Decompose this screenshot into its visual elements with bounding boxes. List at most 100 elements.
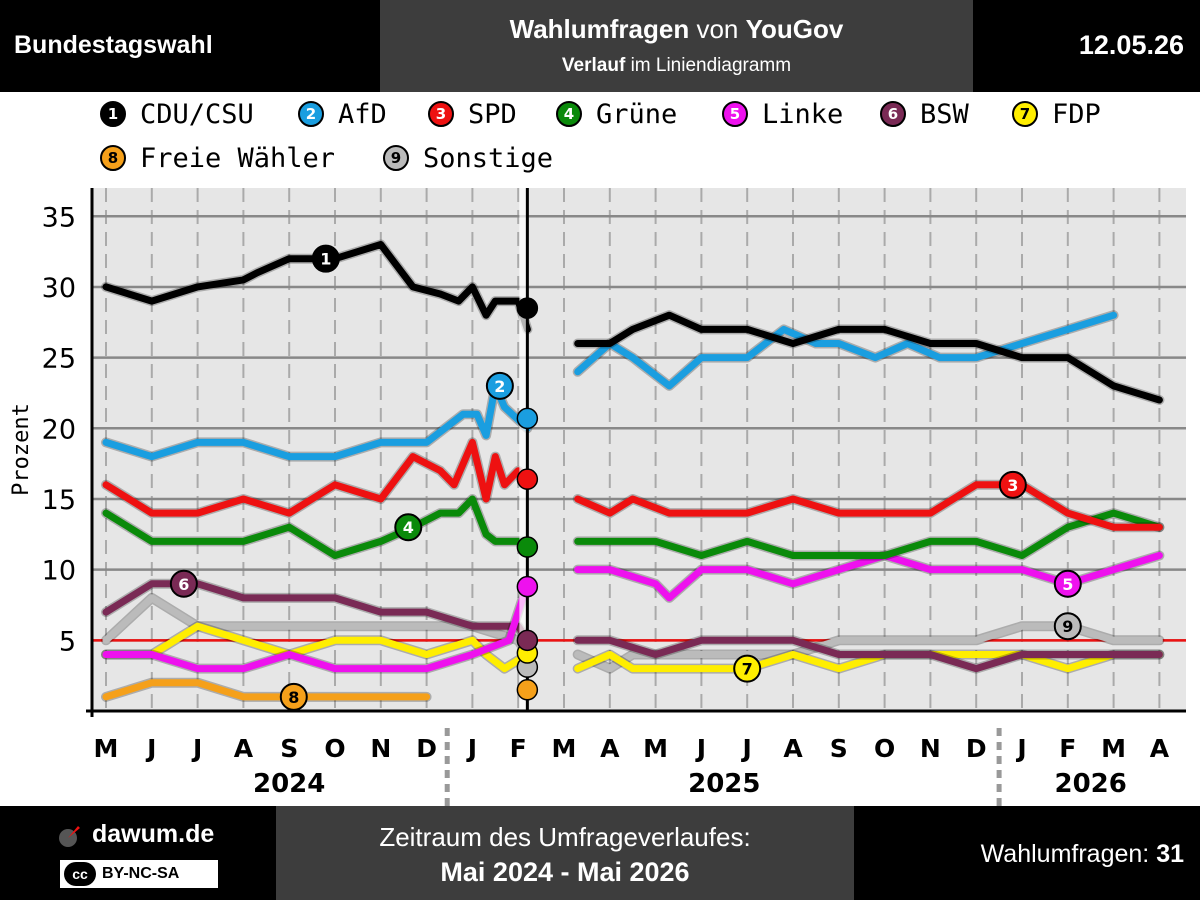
count-label: Wahlumfragen:	[980, 840, 1150, 868]
date-label: 12.05.26	[1078, 30, 1184, 60]
x-tick-label: F	[1059, 734, 1076, 763]
subtitle-strong: Verlauf	[561, 55, 626, 76]
legend-label: FDP	[1052, 98, 1101, 130]
y-tick-label: 30	[42, 273, 76, 304]
series-badge-number: 8	[288, 688, 299, 707]
legend-item-grüne: 4 Grüne	[556, 96, 677, 132]
x-tick-label: M	[1101, 734, 1126, 763]
series-line	[102, 622, 531, 673]
range-label: Zeitraum des Umfrageverlaufes:	[379, 822, 751, 852]
x-tick-label: J	[741, 734, 752, 763]
dawum-logo-icon	[59, 826, 80, 847]
x-tick-label: M	[94, 734, 119, 763]
series-linke	[101, 550, 1165, 674]
y-tick-label: 35	[42, 202, 76, 233]
legend-label: Sonstige	[423, 142, 554, 174]
x-tick-label: J	[191, 734, 202, 763]
y-tick-label: 25	[42, 344, 76, 375]
legend-badge: 8	[100, 145, 126, 171]
election-label: Bundestagswahl	[14, 31, 213, 59]
brand-link[interactable]: dawum.de	[92, 820, 215, 848]
series-line	[102, 241, 531, 333]
legend: 1 CDU/CSU 2 AfD 3 SPD 4 Grüne 5 Linke 6 BSW 7 FDP 8 Fre…	[0, 96, 1200, 188]
series-line	[574, 311, 1163, 404]
legend-label: CDU/CSU	[140, 98, 254, 130]
legend-badge: 4	[556, 101, 582, 127]
x-tick-label: J	[466, 734, 477, 763]
x-tick-label: O	[324, 734, 345, 763]
count-value: 31	[1156, 840, 1184, 868]
end-marker-afd	[516, 407, 539, 430]
legend-label: Freie Wähler	[140, 142, 336, 174]
end-marker-cdu-csu	[516, 297, 539, 319]
legend-label: AfD	[338, 98, 387, 130]
series-badge-bsw	[169, 569, 198, 598]
legend-badge: 6	[880, 101, 906, 127]
y-tick-label: 20	[42, 414, 76, 445]
series-badge-number: 6	[178, 575, 189, 594]
series-line	[574, 651, 1163, 673]
legend-item-cdu-csu: 1 CDU/CSU	[100, 96, 254, 132]
subtitle-plain: im Liniendiagramm	[630, 55, 792, 76]
poll-count: Wahlumfragen: 31	[981, 840, 1184, 869]
series-spd	[101, 437, 1165, 533]
range-value: Mai 2024 - Mai 2026	[440, 857, 690, 887]
series-badge-number: 3	[1007, 476, 1018, 495]
legend-badge: 3	[428, 101, 454, 127]
series-line	[574, 636, 1163, 673]
series-badge-linke	[1053, 569, 1082, 598]
series-line	[574, 552, 1163, 602]
license-badge[interactable]: cc BY-NC-SA	[58, 858, 220, 890]
cc-icon: cc	[64, 862, 96, 886]
y-tick-label: 10	[42, 556, 76, 587]
legend-item-spd: 3 SPD	[428, 96, 517, 132]
legend-label: BSW	[920, 98, 969, 130]
legend-item-bsw: 6 BSW	[880, 96, 969, 132]
legend-badge: 2	[298, 101, 324, 127]
x-tick-label: A	[783, 734, 803, 763]
end-marker-bsw	[516, 629, 539, 652]
series-badge-number: 5	[1062, 575, 1073, 594]
series-badge-number: 4	[403, 518, 414, 537]
x-tick-label: A	[1150, 734, 1170, 763]
x-tick-label: O	[874, 734, 895, 763]
chart-subtitle: Verlauf im Liniendiagramm	[380, 55, 973, 77]
legend-badge: 7	[1012, 101, 1038, 127]
footer-left: dawum.de cc BY-NC-SA	[0, 806, 276, 900]
series-badge-sonstige	[1053, 612, 1082, 641]
x-tick-label: J	[695, 734, 706, 763]
series-badge-number: 9	[1062, 617, 1073, 636]
series-badge-number: 7	[742, 660, 753, 679]
end-marker-grüne	[516, 536, 539, 558]
legend-badge: 1	[100, 101, 126, 127]
footer-center: Zeitraum des Umfrageverlaufes: Mai 2024 …	[276, 806, 854, 900]
series-badge-spd	[998, 470, 1027, 499]
legend-label: Grüne	[596, 98, 678, 130]
legend-badge: 9	[383, 145, 409, 171]
x-tick-label: F	[510, 734, 527, 763]
series-cdu-csu	[101, 239, 1165, 405]
institute-name: YouGov	[745, 14, 844, 44]
series-badge-number: 2	[494, 377, 505, 396]
title-plain: von	[696, 14, 739, 44]
x-tick-label: S	[280, 734, 298, 763]
x-tick-label: A	[234, 734, 254, 763]
legend-item-linke: 5 Linke	[722, 96, 843, 132]
x-tick-label: N	[920, 734, 941, 763]
series-line	[574, 509, 1163, 559]
x-year-label: 2025	[688, 769, 760, 799]
legend-item-afd: 2 AfD	[298, 96, 387, 132]
x-year-label: 2024	[253, 769, 325, 799]
series-line	[574, 481, 1163, 531]
legend-item-sonstige: 9 Sonstige	[383, 140, 553, 176]
license-label: BY-NC-SA	[102, 865, 180, 882]
y-tick-label: 15	[42, 485, 76, 516]
x-tick-label: N	[370, 734, 391, 763]
x-tick-label: D	[966, 734, 987, 763]
series-badge-cdu-csu	[311, 244, 340, 273]
series-freie-wähler	[101, 677, 432, 702]
header-left: Bundestagswahl	[0, 0, 380, 92]
series-line	[574, 622, 1163, 673]
header-right: 12.05.26	[973, 0, 1200, 92]
